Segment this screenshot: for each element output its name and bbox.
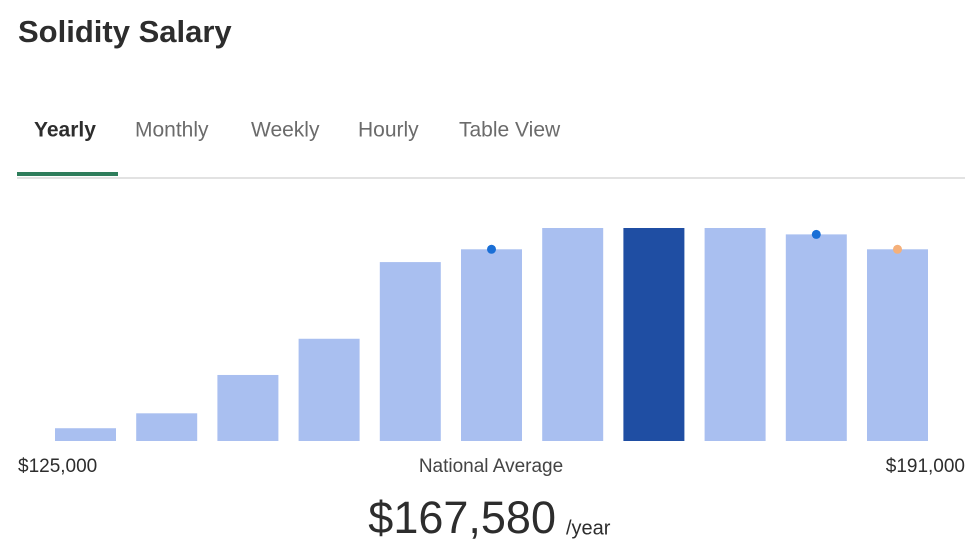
bar (55, 428, 116, 441)
bar (704, 228, 766, 441)
histogram (55, 228, 928, 441)
bar (379, 262, 441, 441)
bar (461, 249, 522, 441)
range-end-label: $191,000 (886, 456, 965, 477)
bar (136, 413, 198, 441)
tab[interactable]: Monthly (135, 119, 209, 142)
page-title: Solidity Salary (18, 14, 232, 49)
tab[interactable]: Yearly (34, 119, 96, 142)
average-salary: $167,580 (368, 492, 556, 543)
bar (785, 234, 847, 441)
active-tab-indicator (17, 172, 118, 176)
tab[interactable]: Weekly (251, 119, 320, 142)
bar (867, 249, 928, 441)
bar-marker (893, 244, 902, 254)
tab[interactable]: Table View (459, 119, 561, 142)
bar-marker (487, 244, 496, 254)
bar (217, 374, 279, 441)
bar (623, 228, 685, 441)
salary-unit: /year (566, 517, 611, 539)
tab-bar: Yearly Monthly Weekly Hourly Table View (34, 119, 561, 142)
range-start-label: $125,000 (18, 456, 97, 477)
bar (298, 338, 360, 441)
tab[interactable]: Hourly (358, 119, 419, 142)
national-average-label: National Average (419, 456, 563, 477)
bar-marker (811, 229, 821, 239)
bar (542, 228, 604, 441)
